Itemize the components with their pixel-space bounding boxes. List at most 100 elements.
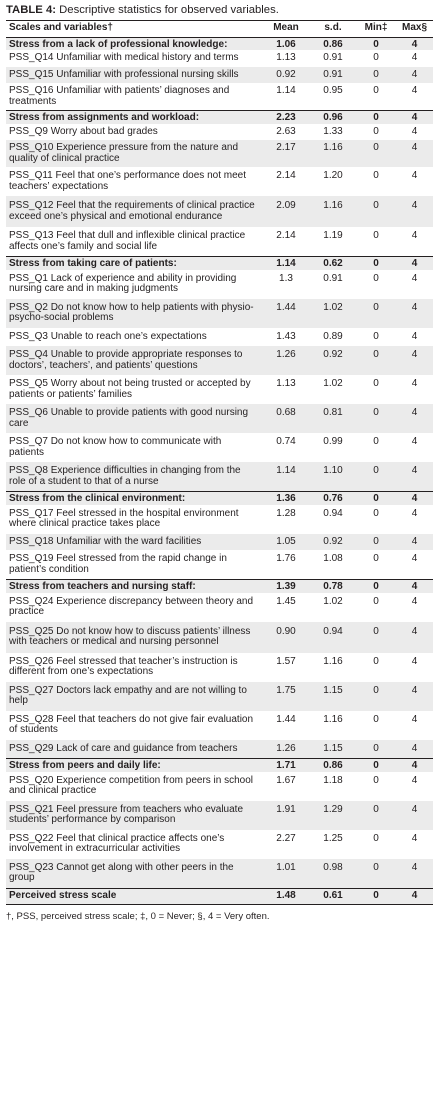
table-row: PSS_Q5 Worry about not being trusted or … bbox=[6, 375, 433, 404]
cell-sd: 1.16 bbox=[310, 196, 356, 227]
cell-sd: 1.08 bbox=[323, 553, 343, 564]
cell-max: 4 bbox=[411, 230, 418, 241]
cell-sd: 0.62 bbox=[310, 256, 356, 270]
cell-max: 4 bbox=[396, 298, 433, 328]
cell-max: 4 bbox=[411, 330, 418, 342]
cell-label: PSS_Q28 Feel that teachers do not give f… bbox=[9, 713, 254, 735]
table-group-row: Stress from the clinical environment: 1.3… bbox=[6, 491, 433, 505]
cell-max: 4 bbox=[396, 140, 433, 167]
cell-max: 4 bbox=[396, 739, 433, 759]
cell-sd: 0.86 bbox=[310, 758, 356, 772]
cell-min: 0 bbox=[373, 170, 379, 181]
cell-min: 0 bbox=[356, 800, 396, 830]
cell-min: 0 bbox=[373, 774, 379, 786]
cell-max: 4 bbox=[411, 774, 418, 786]
cell-mean: 1.91 bbox=[262, 800, 310, 830]
cell-min: 0 bbox=[373, 713, 379, 725]
cell-sd: 0.96 bbox=[310, 110, 356, 124]
cell-mean: 2.23 bbox=[262, 110, 310, 124]
cell-mean: 1.14 bbox=[262, 256, 310, 270]
cell-max: 4 bbox=[411, 125, 418, 137]
cell-label: PSS_Q22 Feel that clinical practice affe… bbox=[9, 832, 225, 854]
cell-mean: 1.71 bbox=[262, 758, 310, 772]
cell-sd: 0.98 bbox=[310, 858, 356, 888]
cell-label: PSS_Q29 Lack of care and guidance from t… bbox=[6, 739, 262, 759]
cell-sd: 0.99 bbox=[323, 436, 343, 447]
cell-max: 4 bbox=[411, 378, 418, 389]
cell-min: 0 bbox=[373, 507, 379, 519]
cell-sd: 1.20 bbox=[323, 170, 343, 181]
cell-max: 4 bbox=[411, 655, 418, 667]
cell-sd: 0.91 bbox=[323, 52, 343, 63]
table-row: PSS_Q6 Unable to provide patients with g… bbox=[6, 404, 433, 433]
cell-min: 0 bbox=[356, 298, 396, 328]
cell-mean: 2.14 bbox=[276, 170, 296, 181]
cell-label: Stress from assignments and workload: bbox=[6, 110, 262, 124]
cell-max: 4 bbox=[396, 37, 433, 50]
cell-min: 0 bbox=[356, 37, 396, 50]
table-row: PSS_Q4 Unable to provide appropriate res… bbox=[6, 346, 433, 375]
cell-mean: 1.36 bbox=[262, 491, 310, 505]
header-min: Min‡ bbox=[364, 22, 388, 33]
cell-min: 0 bbox=[373, 125, 379, 137]
cell-max: 4 bbox=[411, 595, 418, 607]
cell-min: 0 bbox=[356, 533, 396, 550]
cell-sd: 1.33 bbox=[323, 125, 343, 137]
cell-sd: 0.92 bbox=[310, 533, 356, 550]
cell-label: Stress from a lack of professional knowl… bbox=[6, 37, 262, 50]
cell-mean: 2.63 bbox=[276, 125, 296, 137]
cell-sd: 1.29 bbox=[310, 800, 356, 830]
cell-min: 0 bbox=[373, 436, 379, 447]
table-footnote: †, PSS, perceived stress scale; ‡, 0 = N… bbox=[6, 911, 270, 922]
table-row: PSS_Q18 Unfamiliar with the ward facilit… bbox=[6, 533, 433, 550]
cell-max: 4 bbox=[396, 66, 433, 83]
cell-sd: 1.16 bbox=[323, 713, 343, 725]
cell-label: PSS_Q13 Feel that dull and inflexible cl… bbox=[9, 230, 246, 252]
cell-mean: 1.67 bbox=[276, 774, 296, 786]
cell-mean: 1.39 bbox=[262, 579, 310, 593]
cell-max: 4 bbox=[396, 256, 433, 270]
cell-label: PSS_Q16 Unfamiliar with patients’ diagno… bbox=[9, 85, 230, 107]
cell-mean: 1.13 bbox=[276, 378, 296, 389]
cell-label: Perceived stress scale bbox=[6, 888, 262, 905]
header-scales-and-variables: Scales and variables† bbox=[9, 22, 113, 33]
cell-max: 4 bbox=[396, 491, 433, 505]
cell-mean: 1.57 bbox=[276, 655, 296, 667]
table-row: PSS_Q12 Feel that the requirements of cl… bbox=[6, 196, 433, 227]
cell-mean: 1.26 bbox=[262, 346, 310, 375]
cell-max: 4 bbox=[396, 110, 433, 124]
cell-min: 0 bbox=[356, 858, 396, 888]
cell-max: 4 bbox=[411, 170, 418, 181]
cell-min: 0 bbox=[356, 758, 396, 772]
descriptive-statistics-table: Scales and variables† Mean s.d. Min‡ Max… bbox=[6, 20, 433, 905]
cell-sd: 1.16 bbox=[310, 140, 356, 167]
table-group-row: Stress from taking care of patients: 1.14… bbox=[6, 256, 433, 270]
table-group-row: Stress from teachers and nursing staff: 1… bbox=[6, 579, 433, 593]
cell-label: PSS_Q15 Unfamiliar with professional nur… bbox=[6, 66, 262, 83]
cell-max: 4 bbox=[396, 462, 433, 492]
cell-sd: 1.15 bbox=[310, 681, 356, 711]
header-mean: Mean bbox=[273, 22, 299, 33]
cell-max: 4 bbox=[411, 713, 418, 725]
cell-max: 4 bbox=[396, 681, 433, 711]
cell-min: 0 bbox=[373, 85, 379, 96]
table-row: PSS_Q16 Unfamiliar with patients’ diagno… bbox=[6, 83, 433, 111]
table-row: PSS_Q28 Feel that teachers do not give f… bbox=[6, 711, 433, 740]
cell-max: 4 bbox=[411, 52, 418, 63]
cell-min: 0 bbox=[356, 739, 396, 759]
table-row: PSS_Q17 Feel stressed in the hospital en… bbox=[6, 505, 433, 534]
cell-mean: 1.06 bbox=[262, 37, 310, 50]
table-header-row: Scales and variables† Mean s.d. Min‡ Max… bbox=[6, 20, 433, 37]
table-row: PSS_Q9 Worry about bad grades 2.63 1.33 0 4 bbox=[6, 124, 433, 141]
header-sd: s.d. bbox=[324, 22, 342, 33]
cell-min: 0 bbox=[356, 404, 396, 433]
cell-label: PSS_Q14 Unfamiliar with medical history … bbox=[9, 52, 239, 63]
table-row: PSS_Q20 Experience competition from peer… bbox=[6, 772, 433, 801]
cell-sd: 0.78 bbox=[310, 579, 356, 593]
cell-mean: 1.14 bbox=[276, 85, 296, 96]
table-row: PSS_Q13 Feel that dull and inflexible cl… bbox=[6, 227, 433, 257]
cell-label: PSS_Q18 Unfamiliar with the ward facilit… bbox=[6, 533, 262, 550]
document-page: TABLE 4: Descriptive statistics for obse… bbox=[6, 0, 433, 922]
cell-label: PSS_Q3 Unable to reach one’s expectation… bbox=[9, 330, 207, 342]
cell-max: 4 bbox=[411, 832, 418, 844]
